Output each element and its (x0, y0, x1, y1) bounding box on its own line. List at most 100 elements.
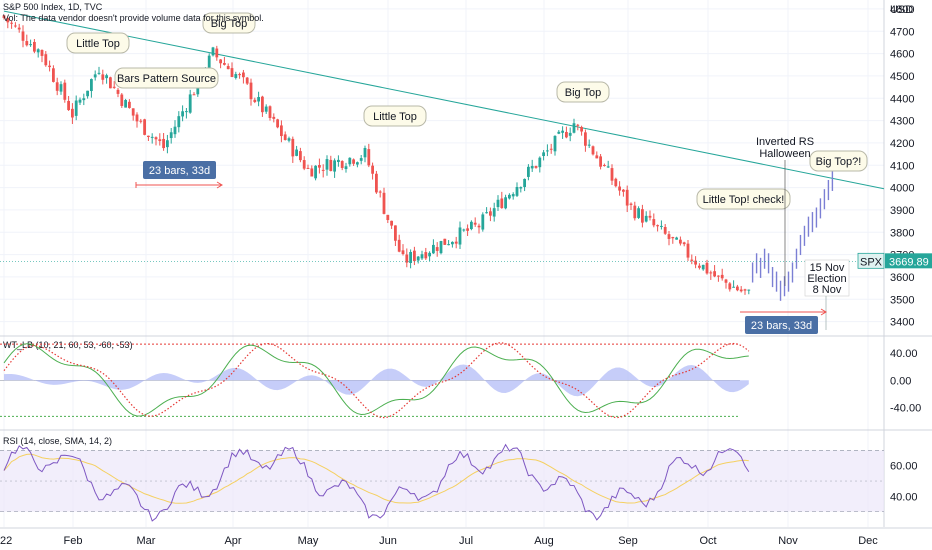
volume-note: Vol: The data vendor doesn't provide vol… (3, 13, 264, 23)
candle-body (116, 89, 120, 94)
candle-body (29, 44, 32, 46)
candle-body (458, 227, 462, 245)
candle-body (470, 221, 473, 230)
wt-tick-label: 40.00 (890, 348, 918, 360)
candle-body (321, 169, 325, 171)
candle-body (295, 149, 298, 156)
wt-histogram (4, 364, 749, 397)
candle-body (378, 191, 382, 193)
candle-body (443, 238, 447, 245)
candle-body (622, 189, 625, 192)
candle-body (185, 111, 188, 113)
candle-body (701, 264, 705, 270)
candle-body (679, 239, 682, 244)
candle-body (230, 68, 234, 77)
big-top-question-label: Big Top?! (816, 156, 862, 168)
candle-body (485, 212, 488, 214)
bars-count-2-label: 23 bars, 33d (751, 320, 812, 332)
time-tick-label: Dec (858, 535, 878, 547)
price-tick-label: 3400 (890, 317, 914, 329)
candle-body (238, 74, 241, 76)
wt-line-1 (3, 343, 749, 417)
candle-body (52, 68, 55, 82)
current-symbol-tag (857, 252, 885, 269)
big-top-1-label: Big Top (211, 18, 248, 30)
bars-count-1-box (143, 161, 216, 179)
little-top-check-bubble (696, 188, 791, 210)
candle-body (386, 214, 390, 221)
time-tick-label: Feb (64, 535, 83, 547)
candle-body (318, 165, 321, 168)
big-top-1-bubble (202, 12, 256, 34)
little-top-1-label: Little Top (76, 38, 120, 50)
candle-body (139, 120, 143, 122)
candle-body (420, 254, 424, 259)
candle-body (709, 272, 713, 274)
candle-body (561, 130, 564, 133)
candle-body (382, 192, 386, 214)
candle-body (219, 59, 222, 64)
bars-range-arrow (820, 308, 827, 316)
candle-body (352, 159, 355, 164)
candle-body (656, 225, 659, 227)
candle-body (553, 135, 557, 152)
candle-body (644, 215, 648, 222)
candle-body (36, 49, 40, 53)
candle-body (473, 222, 477, 225)
candle-body (272, 116, 276, 119)
candle-body (17, 27, 21, 30)
candle-body (348, 157, 352, 165)
bars-count-1-label: 23 bars, 33d (149, 165, 210, 177)
candle-body (565, 131, 568, 138)
candle-body (606, 166, 610, 168)
candle-body (500, 198, 504, 209)
candle-body (534, 166, 538, 168)
candle-body (610, 168, 614, 181)
price-tick-label: 3500 (890, 294, 914, 306)
candle-body (618, 186, 621, 191)
time-tick-label: Sep (618, 535, 638, 547)
bars-pattern-source-label: Bars Pattern Source (117, 73, 216, 85)
time-tick-label: Nov (778, 535, 798, 547)
candle-body (135, 114, 139, 122)
candle-body (454, 241, 458, 244)
candle-body (416, 256, 420, 261)
candle-body (409, 251, 412, 264)
candle-body (33, 41, 36, 52)
candle-body (340, 161, 344, 168)
candle-body (177, 116, 181, 128)
candle-body (405, 254, 409, 263)
candle-body (660, 225, 663, 227)
candle-body (63, 82, 67, 100)
candle-body (150, 136, 154, 138)
candle-body (82, 98, 86, 101)
halloween-label: Halloween (759, 148, 810, 160)
price-tick-label: 4500 (890, 71, 914, 83)
candle-body (504, 197, 507, 209)
candle-body (261, 96, 264, 113)
bars-range-arrow (216, 181, 223, 189)
candle-body (105, 75, 108, 79)
candle-body (641, 209, 644, 223)
candle-body (325, 159, 329, 170)
candle-body (432, 244, 435, 254)
candle-body (546, 150, 549, 152)
price-tick-label: 3900 (890, 205, 914, 217)
candle-body (652, 219, 656, 226)
candle-body (181, 111, 184, 117)
candle-body (572, 123, 576, 133)
candle-body (249, 82, 253, 100)
price-tick-label: 4200 (890, 138, 914, 150)
candle-body (511, 194, 515, 197)
big-top-question-bubble (809, 150, 868, 172)
candle-body (2, 15, 6, 19)
candle-body (143, 119, 146, 135)
candle-body (302, 160, 306, 169)
current-price-tag (885, 253, 932, 269)
wt-tick-label: 0.00 (890, 375, 911, 387)
candle-body (71, 108, 74, 118)
price-tick-label: 4600 (890, 49, 914, 61)
candle-body (158, 139, 162, 142)
